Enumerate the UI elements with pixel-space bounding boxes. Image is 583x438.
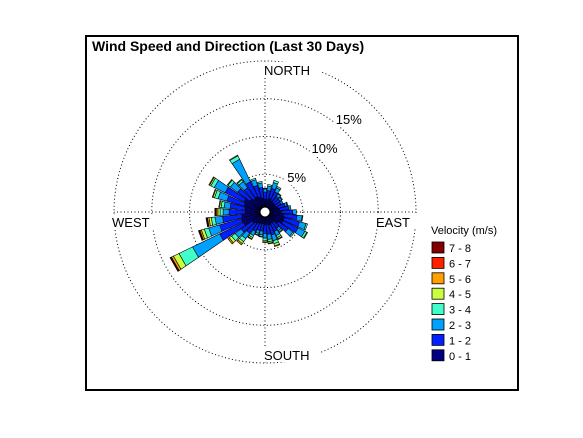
- center-hole: [259, 206, 271, 218]
- legend-label: 4 - 5: [449, 289, 471, 301]
- legend-items: 7 - 8 6 - 7 5 - 6 4 - 5 3 - 4 2 - 3 1 - 2 0 - 1: [431, 241, 471, 363]
- sector-segment: [198, 230, 203, 241]
- sector-segment: [169, 257, 179, 272]
- legend-swatch: [431, 256, 445, 269]
- direction-label-west: WEST: [112, 215, 150, 230]
- grid-ring: [151, 98, 379, 326]
- sector-segment: [219, 208, 224, 216]
- sector-segment: [262, 241, 268, 243]
- sector-segment: [228, 208, 246, 216]
- sector-segment: [279, 200, 284, 205]
- radial-label-bg: [333, 111, 366, 128]
- sector-segment: [285, 201, 289, 207]
- legend-swatch: [431, 272, 445, 285]
- radial-tick-label: 15%: [336, 112, 362, 127]
- sector-segment: [226, 179, 233, 186]
- sector-segment: [218, 200, 221, 208]
- legend-swatch: [431, 349, 445, 362]
- west-label-bg: [110, 214, 158, 229]
- wind-sectors: [169, 154, 309, 272]
- sector-segment: [228, 154, 239, 161]
- chart-title: Wind Speed and Direction (Last 30 Days): [92, 38, 364, 54]
- sector-segment: [262, 237, 268, 241]
- legend-label: 5 - 6: [449, 274, 471, 286]
- direction-label-east: EAST: [376, 215, 410, 230]
- legend-swatch: [431, 287, 445, 300]
- legend-label: 3 - 4: [449, 305, 471, 317]
- sector-segment: [257, 181, 263, 185]
- sector-segment: [274, 243, 281, 247]
- legend-label: 6 - 7: [449, 258, 471, 270]
- grid-ring: [226, 173, 304, 251]
- legend-swatch: [431, 318, 445, 331]
- sector-segment: [262, 233, 268, 239]
- sector-segment: [247, 236, 253, 241]
- north-label-bg: [262, 62, 322, 77]
- legend-label: 2 - 3: [449, 320, 471, 332]
- sector-segment: [250, 177, 257, 182]
- legend-title: Velocity (m/s): [431, 225, 497, 237]
- sector-segment: [292, 209, 297, 215]
- radial-label-bg: [285, 169, 318, 186]
- east-label-bg: [374, 214, 420, 229]
- sector-segment: [279, 196, 283, 201]
- sector-segment: [276, 185, 282, 191]
- radial-tick-label: 5%: [287, 170, 306, 185]
- sector-segment: [300, 215, 304, 222]
- direction-label-south: SOUTH: [264, 348, 310, 363]
- direction-label-north: NORTH: [264, 63, 310, 78]
- sector-segment: [258, 235, 263, 238]
- sector-segment: [262, 188, 268, 193]
- sector-segment: [211, 188, 217, 198]
- sector-segment: [267, 184, 273, 188]
- sector-segment: [208, 176, 215, 186]
- sector-segment: [236, 178, 243, 185]
- south-label-bg: [262, 347, 320, 362]
- legend-swatch: [431, 241, 445, 254]
- sector-segment: [272, 179, 280, 185]
- legend-label: 0 - 1: [449, 351, 471, 363]
- legend: Velocity (m/s) 7 - 8 6 - 7 5 - 6 4 - 5 3 - 4…: [426, 222, 514, 368]
- sector-segment: [267, 242, 274, 245]
- grid-ring: [189, 136, 341, 288]
- legend-label: 1 - 2: [449, 335, 471, 347]
- sector-segment: [222, 208, 230, 216]
- sector-segment: [214, 207, 216, 217]
- sector-segment: [287, 205, 292, 210]
- sector-segment: [217, 208, 221, 216]
- sector-segment: [277, 192, 282, 197]
- sector-segment: [289, 231, 295, 238]
- legend-swatch: [431, 303, 445, 316]
- sector-segment: [277, 236, 283, 241]
- sector-segment: [227, 237, 234, 245]
- sector-segment: [303, 223, 308, 231]
- radial-tick-label: 10%: [312, 141, 338, 156]
- radial-tick-labels: 5% 10% 15%: [285, 111, 366, 186]
- radial-label-bg: [309, 140, 342, 157]
- sector-segment: [236, 239, 243, 246]
- sector-segment: [262, 187, 268, 190]
- sector-segment: [205, 217, 209, 228]
- sector-segment: [254, 233, 259, 237]
- sector-segment: [302, 231, 309, 240]
- legend-label: 7 - 8: [449, 243, 471, 255]
- sector-segment: [279, 229, 284, 234]
- legend-swatch: [431, 333, 445, 346]
